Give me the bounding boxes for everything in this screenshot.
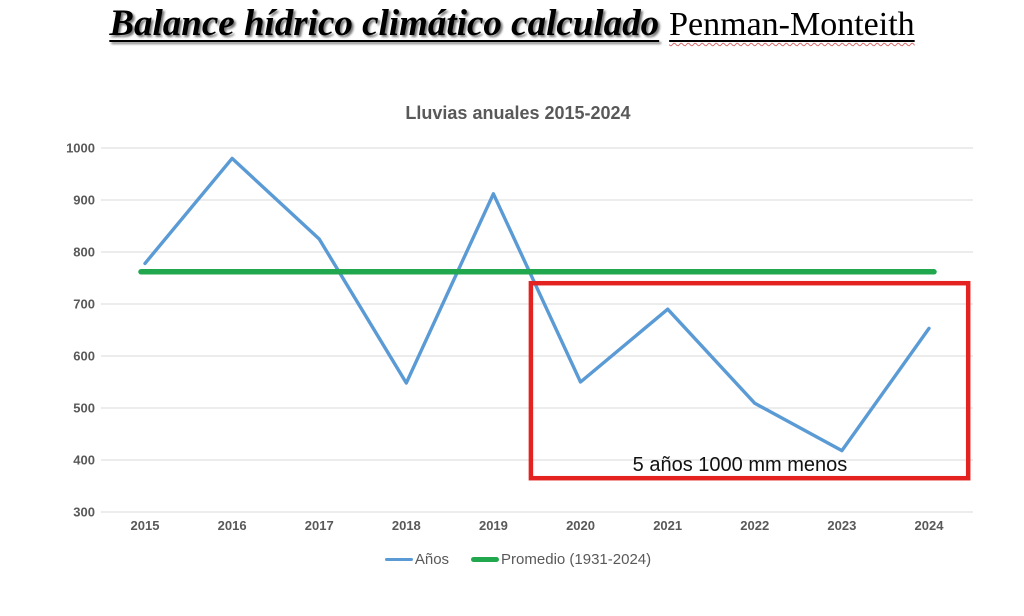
y-axis-tick-label: 600 (73, 349, 95, 364)
y-axis-tick-label: 300 (73, 505, 95, 520)
x-axis-tick-label: 2023 (827, 518, 856, 533)
y-axis-tick-label: 800 (73, 245, 95, 260)
anos-series-line (143, 156, 931, 453)
y-axis-tick-label: 900 (73, 193, 95, 208)
anos-line-swatch (384, 558, 413, 561)
x-axis-tick-label: 2018 (392, 518, 421, 533)
x-axis-tick-label: 2022 (740, 518, 769, 533)
annotation-label: 5 años 1000 mm menos (633, 454, 848, 476)
y-axis-tick-label: 1000 (66, 141, 95, 156)
y-axis-tick-label: 400 (73, 453, 95, 468)
promedio-line-swatch (471, 557, 500, 562)
x-axis-tick-label: 2015 (131, 518, 160, 533)
legend-label-promedio: Promedio (1931-2024) (501, 551, 652, 568)
x-axis-tick-label: 2019 (479, 518, 508, 533)
x-axis-tick-label: 2024 (915, 518, 945, 533)
highlight-box (528, 280, 971, 481)
x-axis-tick-label: 2016 (218, 518, 247, 533)
x-axis-tick-label: 2020 (566, 518, 595, 533)
legend-item-promedio: Promedio (1931-2024) (471, 551, 651, 568)
title-suffix: Penman-Monteith (669, 6, 915, 43)
y-axis-tick-label: 500 (73, 401, 95, 416)
legend-item-anos: Años (384, 551, 450, 568)
chart-title: Lluvias anuales 2015-2024 (405, 103, 631, 123)
legend-label-anos: Años (414, 551, 450, 568)
x-axis-tick-label: 2017 (305, 518, 334, 533)
y-axis-tick-label: 700 (73, 297, 95, 312)
title-main: Balance hídrico climático calculado (109, 3, 660, 44)
chart-legend: Años Promedio (1931-2024) (0, 551, 1024, 568)
x-axis-tick-label: 2021 (653, 518, 682, 533)
slide-header: Balance hídrico climático calculado Penma… (0, 2, 1024, 46)
page-title: Balance hídrico climático calculado Penma… (109, 2, 914, 46)
